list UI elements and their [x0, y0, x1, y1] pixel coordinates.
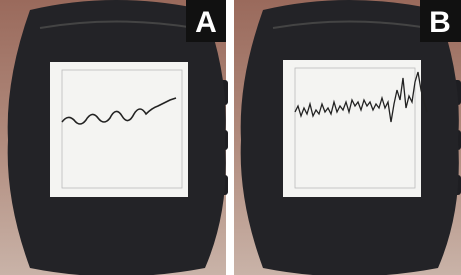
panel-b: B [234, 0, 461, 275]
watch-screen [283, 60, 421, 197]
page: A B (() => { const data = JSON.parse(doc… [0, 0, 461, 275]
figure: A B [0, 0, 461, 275]
panel-label: A [195, 6, 217, 39]
watch-screen [50, 62, 188, 197]
panel-label: B [429, 6, 451, 39]
panel-a: A [0, 0, 228, 275]
